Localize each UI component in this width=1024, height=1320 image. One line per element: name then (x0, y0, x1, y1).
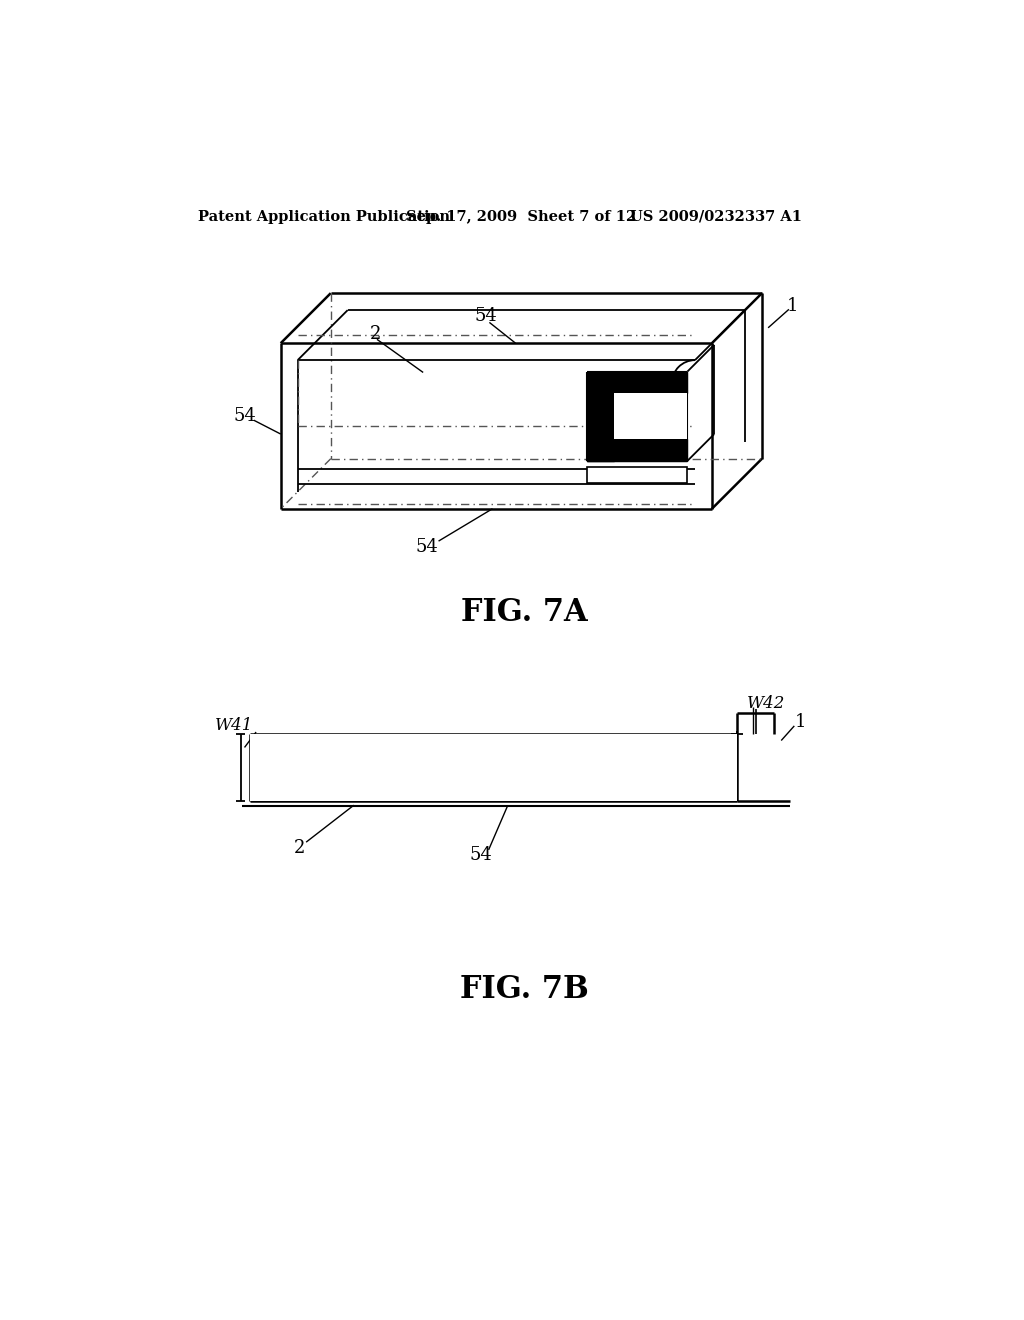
Text: Patent Application Publication: Patent Application Publication (199, 210, 451, 224)
Polygon shape (587, 440, 687, 461)
Polygon shape (281, 293, 762, 343)
Polygon shape (614, 393, 687, 440)
Text: FIG. 7A: FIG. 7A (462, 597, 588, 628)
Text: 54: 54 (416, 539, 438, 556)
Text: 2: 2 (294, 838, 305, 857)
Text: US 2009/0232337 A1: US 2009/0232337 A1 (630, 210, 802, 224)
Polygon shape (587, 372, 614, 461)
Text: FIG. 7B: FIG. 7B (461, 974, 589, 1006)
Text: W41: W41 (215, 717, 254, 734)
Text: 54: 54 (470, 846, 493, 865)
Polygon shape (712, 293, 762, 508)
Polygon shape (587, 467, 687, 483)
Text: 1: 1 (787, 297, 799, 315)
Text: 54: 54 (233, 408, 256, 425)
Polygon shape (281, 343, 712, 508)
Text: Sep. 17, 2009  Sheet 7 of 12: Sep. 17, 2009 Sheet 7 of 12 (407, 210, 637, 224)
Text: 2: 2 (370, 325, 381, 343)
Polygon shape (587, 372, 687, 393)
Text: 54: 54 (475, 308, 498, 325)
Text: 1: 1 (795, 713, 806, 731)
Text: W42: W42 (746, 696, 785, 711)
Bar (250, 734, 737, 801)
